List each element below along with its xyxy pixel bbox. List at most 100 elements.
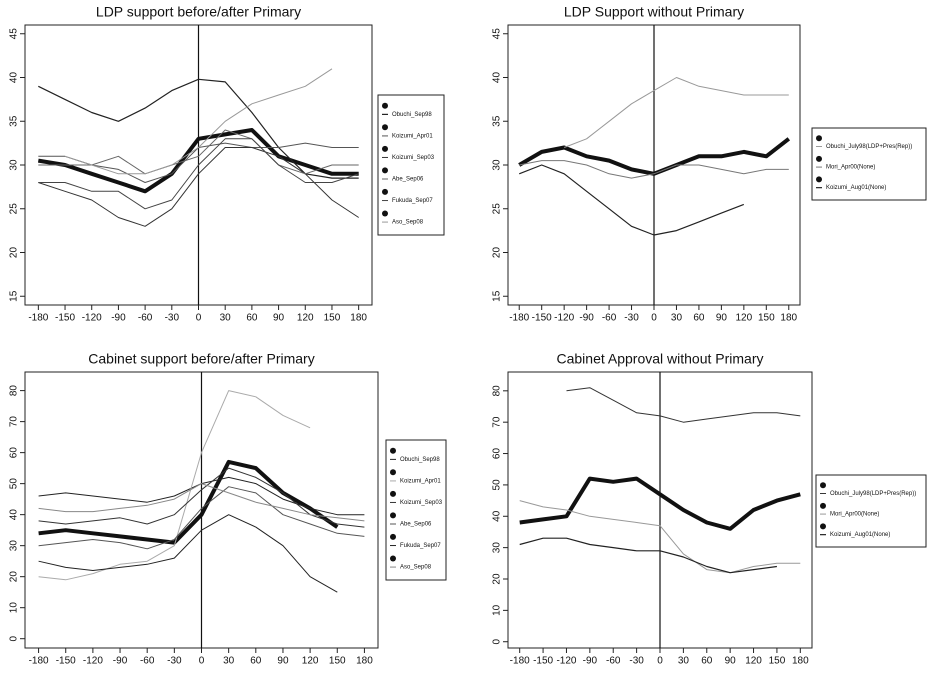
y-tick-label: 45 [492, 28, 503, 40]
legend-dot [820, 482, 826, 489]
x-tick-label: -60 [606, 656, 621, 667]
x-tick-label: 150 [758, 313, 775, 324]
x-tick-label: 180 [792, 656, 809, 667]
legend-dot [382, 102, 388, 109]
series-line [38, 483, 365, 522]
x-tick-label: -30 [165, 313, 180, 324]
y-tick-label: 10 [9, 602, 20, 614]
chart-title: LDP support before/after Primary [96, 4, 301, 20]
y-tick-label: 10 [492, 604, 503, 616]
legend-label: Aso_Sep08 [400, 565, 432, 571]
y-tick-label: 20 [9, 571, 20, 583]
x-tick-label: 0 [651, 313, 657, 324]
y-tick-label: 0 [492, 639, 503, 645]
series-line [38, 138, 359, 210]
legend-dot [816, 155, 822, 162]
x-tick-label: -30 [624, 313, 639, 324]
legend-label: Fukuda_Sep07 [400, 543, 441, 549]
y-tick-label: 80 [9, 385, 20, 397]
x-tick-label: -150 [55, 313, 75, 324]
y-tick-label: 0 [9, 635, 20, 641]
y-tick-label: 30 [492, 542, 503, 554]
x-tick-label: 150 [324, 313, 341, 324]
series-line [519, 476, 801, 531]
legend-label: Fukuda_Sep07 [392, 198, 433, 204]
x-tick-label: 90 [277, 656, 289, 667]
y-tick-label: 15 [492, 290, 503, 302]
x-tick-label: 30 [671, 313, 683, 324]
x-tick-label: -120 [83, 656, 103, 667]
x-tick-label: 60 [250, 656, 262, 667]
series-line [38, 514, 338, 593]
x-tick-label: -120 [82, 313, 102, 324]
y-tick-label: 60 [492, 448, 503, 460]
legend-label: Obuchi_July98(LDP+Pres(Rep)) [826, 144, 912, 150]
y-tick-label: 30 [9, 159, 20, 171]
series-line [38, 486, 365, 550]
legend-dot [382, 145, 388, 152]
x-tick-label: -180 [29, 656, 49, 667]
x-tick-label: 180 [780, 313, 797, 324]
series-line [37, 128, 359, 194]
series-line [518, 164, 745, 236]
y-tick-label: 35 [9, 115, 20, 127]
legend-dot [382, 167, 388, 174]
chart-title: LDP Support without Primary [564, 4, 744, 20]
x-tick-label: 150 [769, 656, 786, 667]
legend-dot [390, 447, 396, 454]
legend-box [385, 439, 447, 581]
series-line [519, 160, 789, 179]
series-line [64, 68, 333, 175]
y-tick-label: 25 [9, 203, 20, 215]
x-tick-label: 120 [745, 656, 762, 667]
x-tick-label: -120 [556, 656, 576, 667]
y-tick-label: 45 [9, 28, 20, 40]
y-tick-label: 40 [9, 509, 20, 521]
series-line [519, 537, 777, 574]
legend-label: Obuchi_Sep98 [392, 112, 432, 118]
legend-dot [816, 176, 822, 183]
x-tick-label: -90 [583, 656, 598, 667]
x-tick-label: 90 [273, 313, 285, 324]
x-tick-label: 180 [356, 656, 373, 667]
legend-dot [390, 533, 396, 540]
legend-dot [390, 469, 396, 476]
legend-label: Koizumi_Aug01(None) [826, 185, 886, 191]
x-tick-label: -180 [510, 656, 530, 667]
y-tick-label: 80 [492, 385, 503, 397]
legend-label: Koizumi_Apr01 [400, 479, 441, 485]
y-tick-label: 60 [9, 447, 20, 459]
y-tick-label: 35 [492, 115, 503, 127]
y-tick-label: 70 [9, 416, 20, 428]
x-tick-label: 120 [736, 313, 753, 324]
legend-dot [390, 490, 396, 497]
x-tick-label: -60 [140, 656, 155, 667]
legend-dot [390, 512, 396, 519]
x-tick-label: 0 [199, 656, 205, 667]
legend-dot [382, 188, 388, 195]
y-tick-label: 20 [492, 247, 503, 259]
legend-box [815, 474, 927, 548]
y-tick-label: 40 [9, 72, 20, 84]
y-tick-label: 70 [492, 416, 503, 428]
series-line [38, 390, 311, 581]
series-line [519, 500, 801, 574]
x-tick-label: -90 [111, 313, 126, 324]
series-line [564, 77, 789, 148]
x-tick-label: -90 [113, 656, 128, 667]
x-tick-label: -150 [56, 656, 76, 667]
y-tick-label: 15 [9, 290, 20, 302]
x-tick-label: 120 [297, 313, 314, 324]
legend-label: Koizumi_Sep03 [400, 500, 443, 506]
series-line [38, 459, 339, 545]
legend-label: Koizumi_Sep03 [392, 155, 435, 161]
x-tick-label: -60 [138, 313, 153, 324]
legend-label: Koizumi_Apr01 [392, 134, 433, 140]
legend-label: Obuchi_July98(LDP+Pres(Rep)) [830, 491, 916, 497]
x-tick-label: -180 [28, 313, 48, 324]
y-tick-label: 25 [492, 203, 503, 215]
legend-box [377, 94, 445, 236]
x-tick-label: 30 [678, 656, 690, 667]
x-tick-label: -150 [532, 313, 552, 324]
